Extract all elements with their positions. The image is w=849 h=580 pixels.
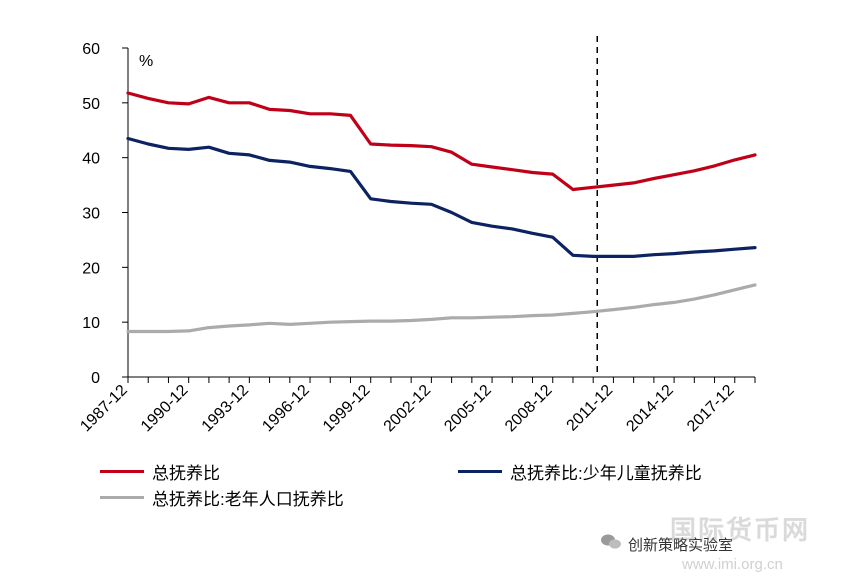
legend-swatch-total xyxy=(100,470,144,473)
x-tick-label: 2005-12 xyxy=(441,382,495,436)
y-tick-label: 10 xyxy=(82,315,100,332)
x-tick-label: 1987-12 xyxy=(77,382,131,436)
x-tick-label: 1996-12 xyxy=(259,382,313,436)
y-tick-label: 0 xyxy=(91,370,100,387)
watermark-site-seal: 国际货币网 xyxy=(670,515,811,545)
y-tick-label: 40 xyxy=(82,151,100,168)
legend-swatch-elderly xyxy=(100,496,144,499)
legend-label-youth: 总抚养比:少年儿童抚养比 xyxy=(510,464,702,483)
y-tick-label: 50 xyxy=(82,96,100,113)
legend-item-total: 总抚养比 xyxy=(100,459,220,484)
y-tick-label: 60 xyxy=(82,41,100,58)
x-tick-label: 2014-12 xyxy=(623,382,677,436)
x-tick-label: 2002-12 xyxy=(381,382,435,436)
legend-swatch-youth xyxy=(458,470,502,473)
series-line-youth xyxy=(126,136,757,258)
x-tick-label: 2008-12 xyxy=(502,382,556,436)
unit-label: % xyxy=(139,53,153,70)
legend-item-youth: 总抚养比:少年儿童抚养比 xyxy=(458,459,702,484)
x-tick-label: 1993-12 xyxy=(199,382,253,436)
x-tick-label: 1999-12 xyxy=(320,382,374,436)
x-tick-label: 1990-12 xyxy=(138,382,192,436)
y-tick-label: 30 xyxy=(82,206,100,223)
wechat-icon xyxy=(601,534,621,549)
x-tick-label: 2017-12 xyxy=(684,382,738,436)
series-line-elderly xyxy=(126,283,757,334)
x-tick-label: 2011-12 xyxy=(564,382,617,435)
legend-label-elderly: 总抚养比:老年人口抚养比 xyxy=(152,490,344,509)
y-tick-label: 20 xyxy=(82,260,100,277)
legend-item-elderly: 总抚养比:老年人口抚养比 xyxy=(100,485,344,510)
legend-label-total: 总抚养比 xyxy=(152,464,220,483)
series-line-total xyxy=(126,91,757,192)
watermark-account-name: 创新策略实验室 xyxy=(628,537,734,554)
watermark-site-url: www.imi.org.cn xyxy=(682,556,783,573)
